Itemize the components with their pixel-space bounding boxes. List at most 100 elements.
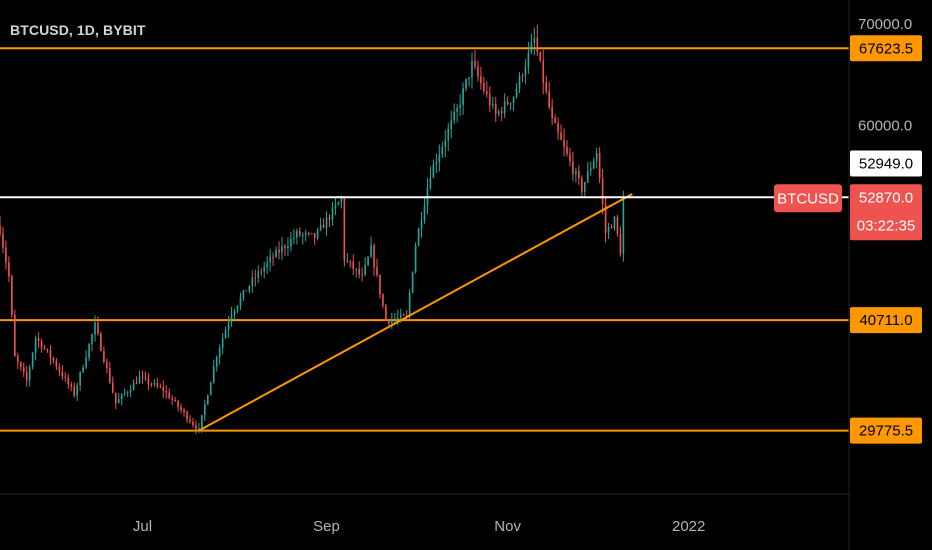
candle-body [343,197,346,261]
candle-body [290,238,292,247]
candle-body [242,290,245,298]
candle-body [46,348,49,351]
time-axis[interactable]: Jul Sep Nov 2022 [133,518,705,535]
candle-body [548,91,550,108]
candle-body [224,329,227,339]
candle-body [88,343,90,358]
candle-body [165,391,168,393]
candle-body [183,410,185,413]
candle-body [168,392,171,399]
candle-body [503,101,506,114]
candle-body [251,277,254,287]
candle-body [349,260,352,262]
level-price-tag-bg [850,307,922,334]
candle-body [221,338,224,348]
candle-body [542,60,545,83]
candle-body [227,322,230,330]
level-price-tag-bg [850,417,922,444]
candle-body [393,318,396,320]
candle-body [230,314,233,323]
candle-body [447,129,450,141]
candle-body [325,217,328,229]
candle-body [275,249,277,258]
candle-body [201,415,203,429]
candle-body [307,233,310,235]
candle-body [266,262,268,268]
level-price-tag-bg [850,35,922,62]
candle-body [150,383,153,385]
candle-body [8,262,10,277]
candlesticks [0,24,625,435]
candle-body [488,93,491,106]
candle-body [123,393,126,395]
candle-body [331,207,334,220]
candle-body [486,91,488,94]
candle-body [117,399,120,404]
candle-body [76,385,78,396]
candle-body [186,412,188,420]
candle-body [177,400,179,408]
candle-body [85,357,87,368]
candle-body [215,357,218,367]
candle-body [132,382,135,391]
candle-body [462,88,464,105]
candle-body [156,382,159,387]
candle-body [373,245,375,268]
candle-body [441,146,444,155]
candle-body [272,256,274,258]
candle-body [610,226,613,229]
horizontal-levels[interactable] [0,47,849,432]
candle-body [355,268,358,270]
candle-body [572,161,574,175]
candle-body [109,368,111,383]
candle-body [171,398,173,401]
candle-body [103,350,105,362]
trendline-group[interactable] [198,193,633,432]
candle-body [506,101,509,105]
price-axis[interactable]: 70000.0 60000.0 [858,16,912,134]
candle-body [153,382,156,385]
candle-body [352,261,355,269]
x-tick-label: 2022 [672,518,705,535]
candle-body [512,97,515,104]
candle-body [322,224,325,229]
candle-body [518,75,521,90]
candle-body [79,371,81,386]
candle-body [382,294,384,306]
candle-body [613,217,616,229]
candle-body [180,407,182,411]
candle-body [100,333,102,351]
candle-body [370,245,372,258]
candle-body [592,160,595,169]
candle-body [11,276,13,315]
candle-body [212,366,215,383]
candle-body [361,274,363,276]
candle-body [19,362,22,368]
candle-body [58,366,61,372]
candle-body [569,153,571,162]
candle-body [174,400,176,402]
level-price-tag-text: 40711.0 [859,312,912,329]
candle-body [114,392,117,404]
trendline[interactable] [198,193,633,432]
candle-body [239,297,242,306]
candle-body [411,271,414,293]
candle-body [589,168,592,172]
candle-body [129,390,132,393]
candle-body [474,60,476,67]
candle-body [34,337,37,354]
candle-body [218,347,221,358]
candle-body [619,233,622,254]
candle-body [408,292,411,316]
candle-body [0,225,1,234]
candle-body [438,154,441,163]
candle-body [604,204,607,233]
candle-body [456,107,458,112]
candle-body [414,245,417,272]
candle-body [162,387,165,392]
candle-body [281,246,283,253]
candle-body [49,350,52,358]
candle-body [287,246,289,249]
candle-body [55,360,58,367]
